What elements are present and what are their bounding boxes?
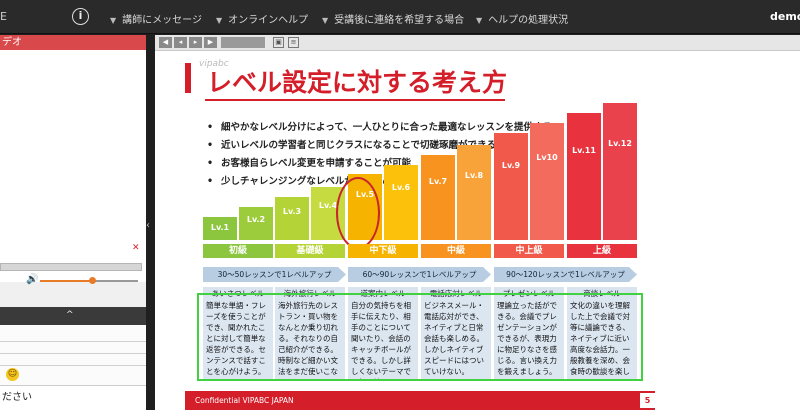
chat-input[interactable]: ださい	[0, 385, 146, 410]
title-accent	[185, 63, 191, 93]
video-panel-header: デオ	[0, 35, 146, 50]
level-bar: Lv.11	[567, 113, 601, 240]
chat-divider	[0, 353, 146, 354]
volume-knob[interactable]	[89, 277, 96, 284]
slide-footer: Confidential VIPABC JAPAN 5	[185, 391, 655, 410]
bullet-item: • 近いレベルの学習者と同じクラスになることで切磋琢磨ができる	[207, 140, 496, 151]
chat-divider	[0, 341, 146, 342]
highlight-circle	[336, 177, 380, 249]
level-description: ビジネスメール・電話応対ができ、ネイティブと日常会話も楽しめる。しかしネイティブ…	[421, 297, 491, 381]
lesson-band: 30～50レッスンで1レベルアップ	[203, 267, 346, 282]
last-page-button[interactable]: ▶	[204, 37, 217, 48]
grade-label: 初級	[203, 244, 273, 258]
page-select[interactable]	[221, 37, 265, 48]
level-bar: Lv.1	[203, 217, 237, 240]
level-bar: Lv.8	[457, 145, 491, 240]
menu-message-teacher[interactable]: ▼ 講師にメッセージ	[110, 15, 202, 26]
info-circle-icon[interactable]: i	[72, 8, 89, 25]
level-bar: Lv.12	[603, 103, 637, 240]
top-bar: E i ▼ 講師にメッセージ ▼ オンラインヘルプ ▼ 受講後に連絡を希望する場合 ▼…	[0, 0, 800, 34]
brand-logo: vipabc	[199, 59, 229, 69]
caret-down-icon: ▼	[110, 16, 117, 25]
level-bar: Lv10	[530, 123, 564, 240]
menu-online-help[interactable]: ▼ オンラインヘルプ	[216, 15, 309, 26]
level-description: 文化の違いを理解した上で会議で対等に議論できる、ネイティブに近い高度な会話力。一…	[567, 297, 637, 381]
video-area	[0, 50, 146, 282]
grade-label: 上級	[567, 244, 637, 258]
caret-down-icon: ▼	[216, 16, 223, 25]
save-icon[interactable]: ▣	[273, 37, 284, 48]
title-underline	[205, 99, 505, 101]
next-page-button[interactable]: ▸	[189, 37, 202, 48]
caret-down-icon: ▼	[476, 16, 483, 25]
speaker-icon[interactable]: 🔊	[26, 274, 39, 285]
highlight-frame	[197, 293, 643, 381]
menu-help-status[interactable]: ▼ ヘルプの処理状況	[476, 15, 569, 26]
user-name[interactable]: demo	[770, 10, 800, 23]
grade-label: 基礎級	[275, 244, 345, 258]
bullet-item: • 細やかなレベル分けによって、一人ひとりに合った最適なレッスンを提供する	[207, 122, 552, 133]
first-page-button[interactable]: ◀	[159, 37, 172, 48]
level-bar: Lv.2	[239, 207, 273, 240]
volume-fill	[40, 280, 92, 282]
lesson-band: 90～120レッスンで1レベルアップ	[494, 267, 637, 282]
slide-page: vipabc レベル設定に対する考え方 • 細やかなレベル分けによって、一人ひとり…	[185, 57, 655, 410]
chat-divider	[0, 365, 146, 366]
video-progress-bar[interactable]	[0, 263, 142, 271]
prev-page-button[interactable]: ◂	[174, 37, 187, 48]
document-icon[interactable]: ≡	[288, 37, 299, 48]
topbar-edge-text: E	[0, 10, 7, 23]
level-bar: Lv.3	[275, 197, 309, 240]
level-description: 海外旅行先のレストラン・買い物をなんとか乗り切れる。それなりの自己紹介ができる。…	[275, 297, 345, 381]
lesson-band: 60～90レッスンで1レベルアップ	[348, 267, 491, 282]
page-number: 5	[640, 393, 655, 408]
emoji-icon[interactable]: ☺	[6, 368, 19, 381]
slide-viewer: ◀ ◂ ▸ ▶ ▣ ≡ vipabc レベル設定に対する考え方 • 細やかなレベル…	[155, 35, 800, 410]
level-description: 自分の気持ちを相手に伝えたり、相手のことについて聞いたり、会話のキャッチボールが…	[348, 297, 418, 381]
level-description: 簡単な単語・フレーズを使うことができ、聞かれたことに対して簡単な返答ができる。セ…	[203, 297, 273, 381]
chevron-left-icon[interactable]: ‹	[146, 220, 150, 231]
bullet-item: • 少しチャレンジングなレベルがおすすめ	[207, 176, 392, 187]
chevron-up-icon[interactable]: ^	[66, 310, 74, 320]
slide-title: レベル設定に対する考え方	[207, 68, 508, 97]
close-icon[interactable]: ✕	[132, 243, 140, 253]
level-bar: Lv.7	[421, 155, 455, 240]
level-description: 理論立った話ができる。会議でプレゼンテーションができるが、表現力に物足りなさを感…	[494, 297, 564, 381]
caret-down-icon: ▼	[322, 16, 329, 25]
level-bar: Lv.9	[494, 133, 528, 240]
grade-label: 中上級	[494, 244, 564, 258]
level-bar: Lv.6	[384, 165, 418, 240]
volume-control: 🔊	[0, 274, 146, 288]
grade-label: 中下級	[348, 244, 418, 258]
left-panel: デオ ✕ 🔊 ^ ☺ ださい	[0, 35, 146, 410]
menu-contact-after-lesson[interactable]: ▼ 受講後に連絡を希望する場合	[322, 15, 465, 26]
viewer-toolbar: ◀ ◂ ▸ ▶ ▣ ≡	[155, 35, 800, 51]
grade-label: 中級	[421, 244, 491, 258]
bullet-item: • お客様自らレベル変更を申請することが可能	[207, 158, 412, 169]
volume-slider[interactable]	[40, 277, 138, 284]
